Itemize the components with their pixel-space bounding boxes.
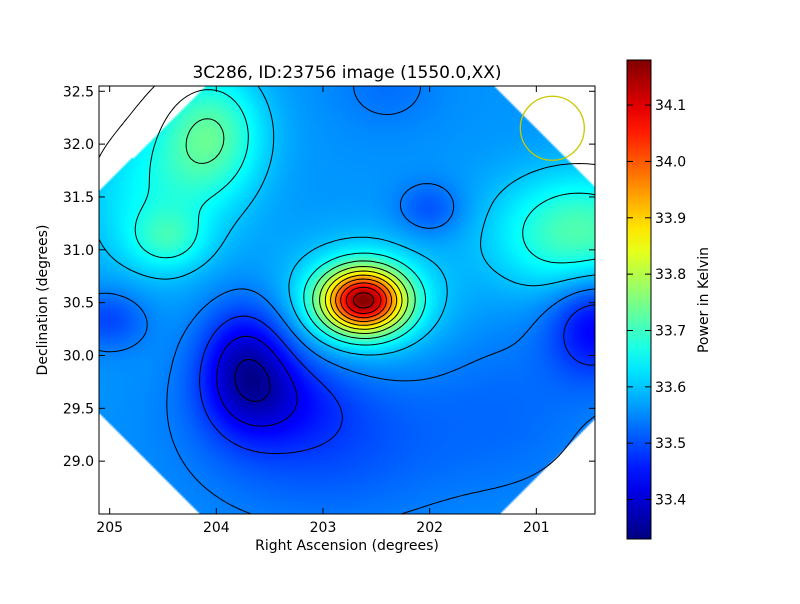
intensity-image <box>99 86 595 514</box>
colorbar-tick-label: 33.7 <box>655 323 686 339</box>
contour-level-10 <box>335 278 393 323</box>
colorbar-tick-label: 34.1 <box>655 98 686 114</box>
colorbar-tick-label: 33.8 <box>655 267 686 283</box>
x-tick-label: 205 <box>96 520 123 536</box>
x-axis: 205 204 203 202 201 <box>96 86 550 536</box>
contour-level-0 <box>234 359 271 402</box>
x-tick-label: 201 <box>523 520 550 536</box>
colorbar-label: Power in Kelvin <box>696 247 712 353</box>
colorbar-tick-label: 33.4 <box>655 493 686 509</box>
x-tick-label: 204 <box>203 520 230 536</box>
colorbar-gradient <box>627 60 651 539</box>
contour-level-11 <box>340 282 387 319</box>
y-tick-label: 30.5 <box>63 296 94 312</box>
contour-level-4 <box>99 86 595 356</box>
contour-level-13 <box>353 292 375 309</box>
colorbar-ticks: 33.4 33.5 33.6 33.7 33.8 33.9 34.0 34.1 <box>627 98 686 509</box>
y-tick-label: 32.0 <box>63 137 94 153</box>
contour-level-9 <box>330 274 398 326</box>
y-tick-label: 31.0 <box>63 243 94 259</box>
colorbar-tick-label: 34.0 <box>655 154 686 170</box>
y-tick-label: 29.0 <box>63 454 94 470</box>
y-axis-label: Declination (degrees) <box>35 225 51 376</box>
contour-lines <box>99 86 595 514</box>
plot-area <box>98 85 596 515</box>
contour-level-7 <box>319 266 409 334</box>
y-tick-label: 29.5 <box>63 401 94 417</box>
contour-level-2 <box>199 304 595 454</box>
colorbar-tick-label: 33.9 <box>655 211 686 227</box>
contour-level-3 <box>99 86 595 514</box>
y-axis: 29.0 29.5 30.0 30.5 31.0 31.5 32.0 32.5 <box>63 84 595 470</box>
x-tick-label: 202 <box>416 520 443 536</box>
x-tick-label: 203 <box>310 520 337 536</box>
colorbar: 33.4 33.5 33.6 33.7 33.8 33.9 34.0 34.1 Power i… <box>626 59 712 540</box>
colorbar-tick-label: 33.6 <box>655 380 686 396</box>
contour-level-1 <box>216 335 298 427</box>
contour-level-12 <box>345 286 382 315</box>
x-axis-label: Right Ascension (degrees) <box>255 538 439 554</box>
contour-level-6 <box>185 118 416 339</box>
y-tick-label: 32.5 <box>63 84 94 100</box>
y-tick-label: 31.5 <box>63 190 94 206</box>
contour-level-8 <box>324 270 403 330</box>
contour-level-5 <box>134 89 595 346</box>
colorbar-tick-label: 33.5 <box>655 436 686 452</box>
chart-title: 3C286, ID:23756 image (1550.0,XX) <box>192 63 501 83</box>
beam-marker <box>519 95 585 161</box>
y-tick-label: 30.0 <box>63 348 94 364</box>
